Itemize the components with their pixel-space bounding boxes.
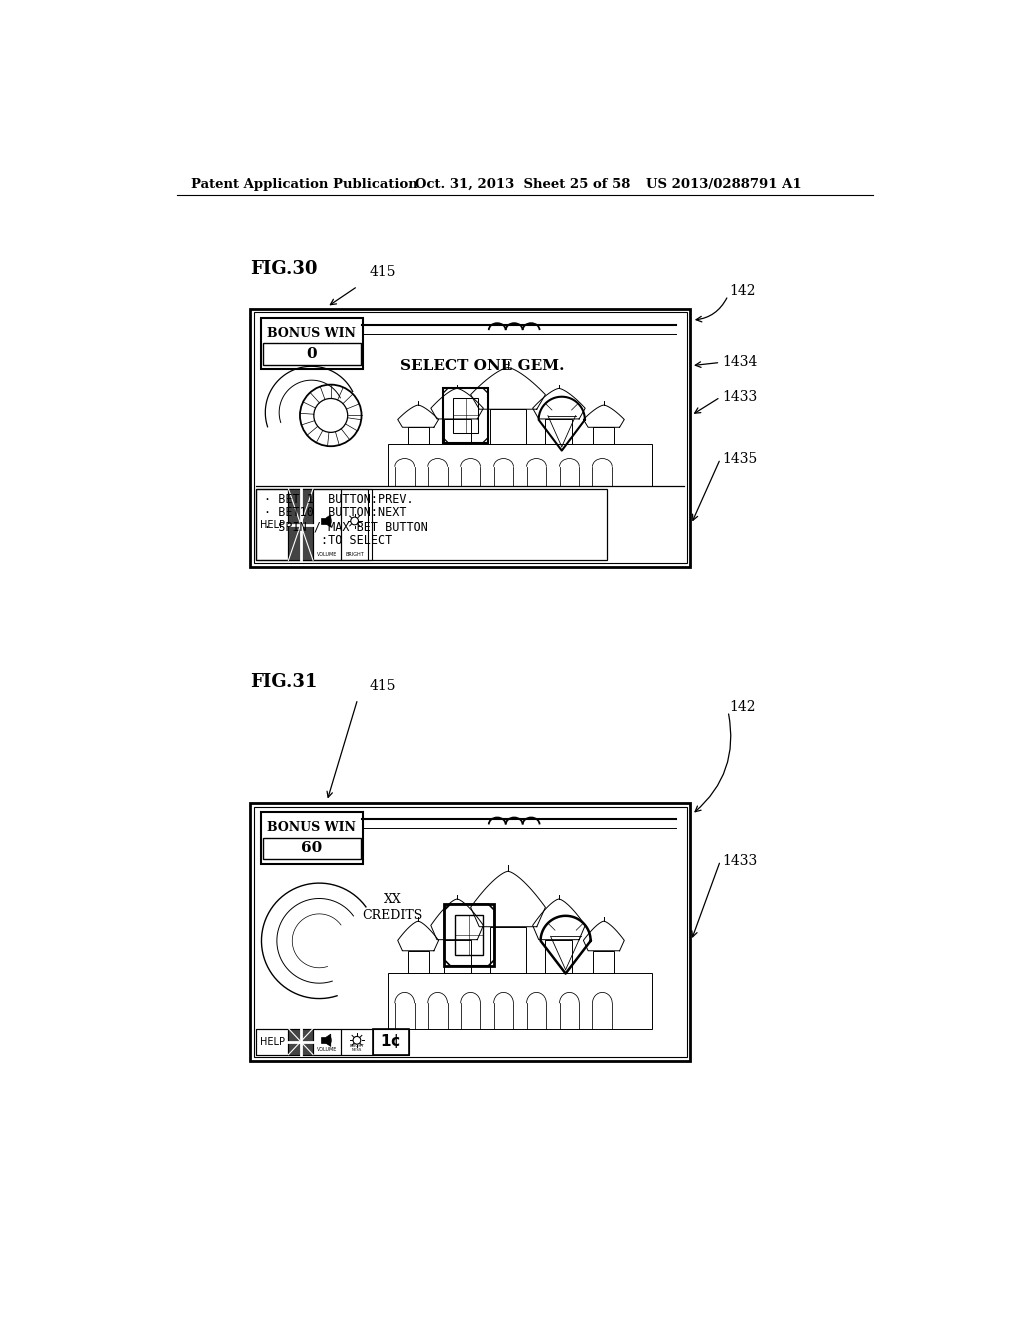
Text: HELP: HELP <box>260 1036 285 1047</box>
Bar <box>593 428 614 444</box>
Bar <box>388 444 651 486</box>
Bar <box>256 488 289 561</box>
Text: · SPIN / MAX BET BUTTON: · SPIN / MAX BET BUTTON <box>264 520 428 533</box>
Bar <box>321 517 326 524</box>
Text: · BET 1  BUTTON:PREV.: · BET 1 BUTTON:PREV. <box>264 492 414 506</box>
Bar <box>490 927 526 973</box>
Text: 142: 142 <box>730 284 756 298</box>
Text: :TO SELECT: :TO SELECT <box>264 535 392 548</box>
Text: HELP: HELP <box>260 520 285 529</box>
Bar <box>321 1038 326 1043</box>
Text: VOLUME: VOLUME <box>316 552 337 557</box>
Text: 1435: 1435 <box>722 451 757 466</box>
Bar <box>593 950 614 973</box>
Polygon shape <box>326 515 331 527</box>
Bar <box>443 940 471 973</box>
Polygon shape <box>326 1034 331 1047</box>
Text: 60: 60 <box>301 841 323 855</box>
Text: XX
CREDITS: XX CREDITS <box>362 894 423 923</box>
Text: 1434: 1434 <box>722 355 758 370</box>
Bar <box>289 1028 313 1055</box>
Text: 1433: 1433 <box>722 391 757 404</box>
Bar <box>263 838 360 859</box>
Bar <box>546 940 572 973</box>
Text: US 2013/0288791 A1: US 2013/0288791 A1 <box>646 178 802 191</box>
Bar <box>256 1028 289 1055</box>
Text: BRIGHT: BRIGHT <box>345 552 364 557</box>
Text: SELECT ONE GEM.: SELECT ONE GEM. <box>400 359 564 372</box>
Bar <box>453 397 478 433</box>
Bar <box>250 803 690 1061</box>
Bar <box>341 488 369 561</box>
Bar <box>443 388 487 444</box>
Text: 1¢: 1¢ <box>380 1034 401 1049</box>
Bar <box>254 807 686 1057</box>
Bar <box>546 418 572 444</box>
Bar <box>443 418 471 444</box>
Bar <box>388 973 651 1028</box>
Text: 415: 415 <box>370 265 395 280</box>
Bar <box>289 488 313 561</box>
Text: · BET10  BUTTON:NEXT: · BET10 BUTTON:NEXT <box>264 507 407 520</box>
Text: Patent Application Publication: Patent Application Publication <box>190 178 418 191</box>
Text: 415: 415 <box>370 678 395 693</box>
Bar <box>408 950 429 973</box>
Text: Oct. 31, 2013  Sheet 25 of 58: Oct. 31, 2013 Sheet 25 of 58 <box>416 178 631 191</box>
Bar <box>341 1028 373 1055</box>
Bar <box>456 915 483 954</box>
Bar <box>261 318 364 370</box>
Bar <box>444 904 495 966</box>
Bar <box>313 488 341 561</box>
Text: 142: 142 <box>730 700 756 714</box>
Bar <box>263 343 360 364</box>
Bar <box>256 488 607 561</box>
Text: 1433: 1433 <box>722 854 757 867</box>
Bar <box>490 409 526 444</box>
Text: VOLUME: VOLUME <box>316 1047 337 1052</box>
Bar <box>250 309 690 566</box>
Text: 0: 0 <box>306 347 317 360</box>
Bar <box>373 1028 409 1055</box>
Text: BONUS WIN: BONUS WIN <box>267 326 356 339</box>
Text: BRIGHT
NESS: BRIGHT NESS <box>349 1044 365 1052</box>
Bar <box>256 488 372 561</box>
Bar <box>256 1028 409 1055</box>
Bar <box>254 313 686 562</box>
Text: BONUS WIN: BONUS WIN <box>267 821 356 834</box>
Bar <box>313 1028 341 1055</box>
Bar <box>408 428 429 444</box>
Bar <box>261 812 364 863</box>
Text: FIG.30: FIG.30 <box>250 260 317 277</box>
Text: FIG.31: FIG.31 <box>250 673 317 692</box>
